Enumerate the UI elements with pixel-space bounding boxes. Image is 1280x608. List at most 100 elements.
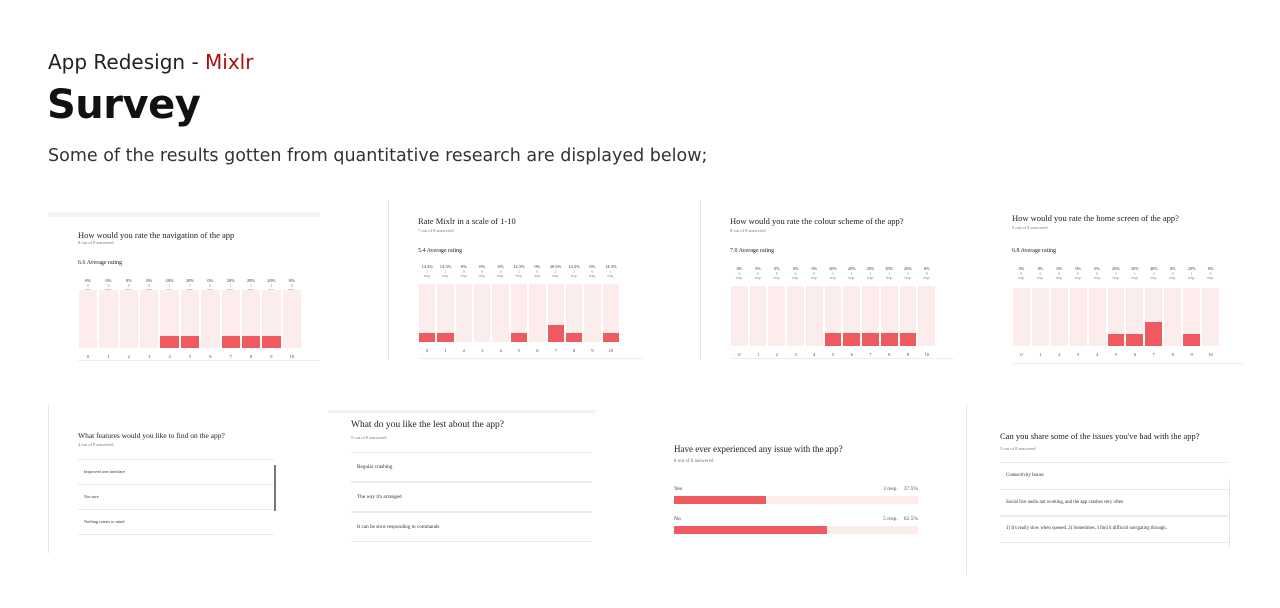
rating-resp-label: resp. bbox=[478, 274, 486, 278]
answer-row: Not sure bbox=[78, 484, 274, 510]
rating-bar bbox=[1107, 333, 1125, 346]
rating-resp-label: resp. bbox=[1188, 276, 1196, 280]
rating-resp-label: resp. bbox=[1112, 276, 1120, 280]
rating-percent: 20% bbox=[829, 266, 837, 271]
rating-resp-label: resp. bbox=[904, 276, 912, 280]
rating-card-colour-scheme: How would you rate the colour scheme of … bbox=[700, 200, 954, 360]
card-left-border bbox=[700, 200, 701, 360]
rating-resp-label: resp. bbox=[1150, 276, 1158, 280]
rating-bar-track bbox=[1202, 288, 1219, 346]
rating-bar bbox=[547, 324, 564, 342]
rating-percent: 20% bbox=[847, 266, 856, 271]
rating-bar bbox=[862, 333, 879, 346]
rating-bar-track bbox=[529, 284, 546, 342]
rating-column: 14.3% 1 resp. 10 bbox=[602, 264, 620, 360]
rating-count: 1 bbox=[426, 270, 429, 274]
rating-bar-track bbox=[492, 284, 509, 342]
text-card-issues: Can you share some of the issues you've … bbox=[966, 405, 1232, 575]
rating-column: 0% 0 resp. 4 bbox=[1088, 266, 1107, 365]
rating-count: 0 bbox=[463, 270, 465, 274]
rating-bar bbox=[1183, 333, 1201, 346]
rating-percent: 0% bbox=[1037, 266, 1044, 271]
answer-text: Regular crashing bbox=[357, 464, 393, 470]
rating-percent: 0% bbox=[1056, 266, 1063, 271]
rating-percent: 20% bbox=[267, 278, 276, 283]
text-card-dislikes: What do you like the lest about the app?… bbox=[328, 410, 596, 575]
rating-bar bbox=[419, 333, 436, 342]
rating-count: 0 bbox=[925, 272, 928, 276]
rating-bar-track bbox=[1107, 288, 1125, 346]
rating-axis-label: 6 bbox=[209, 354, 212, 359]
rating-percent: 0% bbox=[923, 266, 930, 271]
rating-bar-track bbox=[1031, 288, 1049, 346]
rating-count: 1 bbox=[189, 284, 191, 288]
rating-bar-track bbox=[1069, 288, 1087, 346]
rating-percent: 0% bbox=[1207, 266, 1214, 271]
rating-percent: 20% bbox=[866, 266, 875, 271]
question-title: How would you rate the home screen of th… bbox=[1012, 213, 1179, 223]
rating-resp-label: resp. bbox=[754, 276, 762, 280]
average-rating: 6.6 Average rating bbox=[78, 260, 123, 266]
subtitle-prefix: App Redesign - bbox=[48, 50, 206, 74]
rating-bar-track bbox=[749, 286, 767, 346]
rating-bar-track bbox=[262, 290, 281, 348]
rating-column: 0% 0 resp. 4 bbox=[805, 266, 824, 360]
rating-axis-label: 3 bbox=[148, 354, 151, 359]
rating-count: 0 bbox=[1171, 272, 1174, 276]
rating-column: 14.3% 1 resp. 8 bbox=[565, 264, 583, 360]
rating-column: 0% 0 resp. 9 bbox=[583, 264, 601, 360]
answer-row: Social live audio not working, and the a… bbox=[1000, 489, 1228, 517]
rating-resp-label: resp. bbox=[810, 276, 818, 280]
rating-resp-label: resp. bbox=[848, 276, 856, 280]
rating-bar-track bbox=[565, 284, 583, 342]
rating-percent: 0% bbox=[207, 278, 214, 283]
rating-resp-label: resp. bbox=[1131, 276, 1139, 280]
rating-bar bbox=[1126, 333, 1144, 346]
card-bottom-border bbox=[730, 358, 954, 359]
rating-card-home-screen: How would you rate the home screen of th… bbox=[1000, 200, 1244, 365]
rating-resp-label: resp. bbox=[497, 274, 505, 278]
rating-column: 14.3% 1 resp. 1 bbox=[436, 264, 454, 360]
rating-column: 20% 1 resp. 6 bbox=[1125, 266, 1144, 365]
rating-percent: 28.6% bbox=[549, 264, 562, 269]
answered-count: 5 out of 8 answered bbox=[1012, 225, 1048, 230]
rating-count: 0 bbox=[290, 284, 293, 288]
rating-percent: 20% bbox=[1112, 266, 1120, 271]
rating-percent: 0% bbox=[288, 278, 295, 283]
rating-axis-label: 5 bbox=[188, 354, 192, 359]
rating-percent: 20% bbox=[1131, 266, 1139, 271]
choice-bar bbox=[674, 496, 766, 504]
rating-count: 1 bbox=[888, 272, 891, 276]
rating-bar-track bbox=[282, 290, 301, 348]
question-title: Have ever experienced any issue with the… bbox=[674, 444, 843, 454]
rating-percent: 0% bbox=[589, 264, 596, 269]
rating-bar bbox=[602, 333, 619, 342]
rating-bar-track bbox=[99, 290, 118, 348]
rating-resp-label: resp. bbox=[588, 274, 596, 278]
rating-count: 0 bbox=[757, 272, 759, 276]
scrollbar[interactable] bbox=[274, 465, 276, 511]
rating-count: 0 bbox=[499, 270, 502, 274]
rating-resp-label: resp. bbox=[1018, 276, 1025, 280]
page-description: Some of the results gotten from quantita… bbox=[48, 146, 708, 166]
rating-bar bbox=[880, 333, 898, 346]
answer-text: Nothing comes to mind bbox=[84, 519, 125, 524]
choice-card-issues: Have ever experienced any issue with the… bbox=[658, 428, 928, 558]
rating-bar bbox=[565, 333, 583, 342]
answer-row: Nothing comes to mind bbox=[78, 509, 274, 535]
rating-axis-label: 2 bbox=[775, 352, 778, 357]
rating-bar-track bbox=[1145, 288, 1163, 346]
rating-percent: 0% bbox=[479, 264, 486, 269]
rating-bar-track bbox=[119, 290, 139, 348]
rating-resp-label: resp. bbox=[773, 276, 781, 280]
rating-bar-chart: 0% 0 resp. 0 0% 0 resp. 1 0% 0 resp. 2 0% 0 resp. 3 0% 0 r… bbox=[730, 266, 936, 360]
